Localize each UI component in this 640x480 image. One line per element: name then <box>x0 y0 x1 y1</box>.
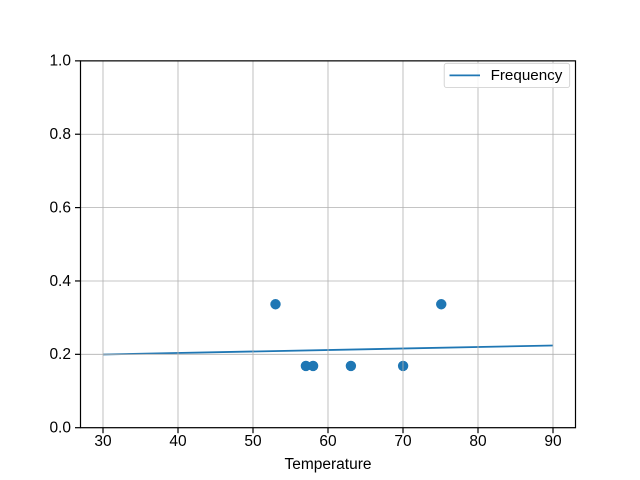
svg-text:Frequency: Frequency <box>491 67 563 84</box>
svg-text:40: 40 <box>169 433 187 450</box>
svg-text:Temperature: Temperature <box>284 456 371 473</box>
svg-text:70: 70 <box>394 433 412 450</box>
svg-text:60: 60 <box>319 433 337 450</box>
svg-text:0.4: 0.4 <box>49 273 71 290</box>
svg-text:30: 30 <box>94 433 112 450</box>
svg-text:0.2: 0.2 <box>49 346 71 363</box>
svg-text:0.0: 0.0 <box>49 420 71 437</box>
svg-text:90: 90 <box>544 433 562 450</box>
svg-text:80: 80 <box>469 433 487 450</box>
svg-text:0.6: 0.6 <box>49 199 71 216</box>
svg-text:50: 50 <box>244 433 262 450</box>
svg-text:0.8: 0.8 <box>49 126 71 143</box>
svg-text:1.0: 1.0 <box>49 53 71 70</box>
